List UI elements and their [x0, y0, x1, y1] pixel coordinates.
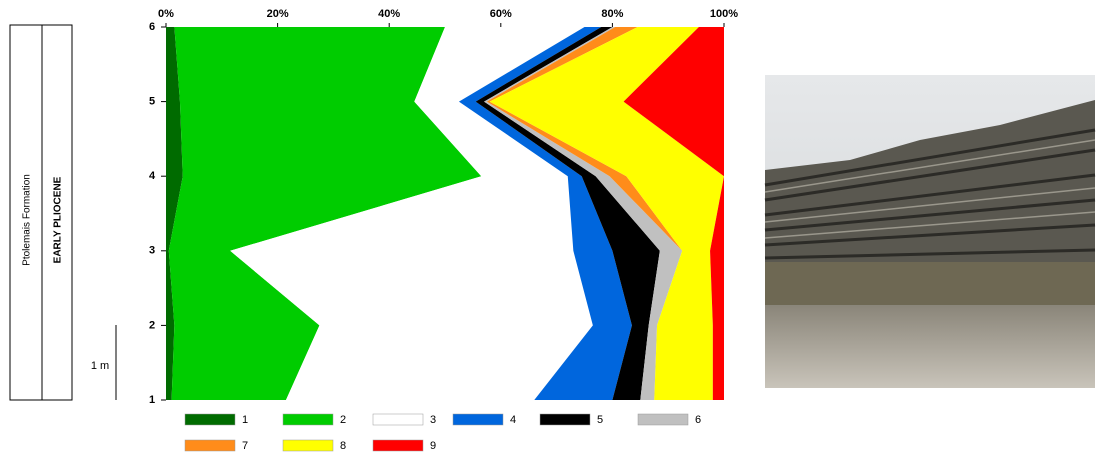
photo-strata — [765, 100, 1095, 300]
photo-lower-bed — [765, 262, 1095, 307]
legend-label: 6 — [695, 414, 701, 426]
x-tick-label: 60% — [490, 8, 512, 20]
chart: 0% 20% 40% 60% 80% 100% 1 2 3 4 5 6 1 2 3 4 5 6 7 8 9 — [149, 8, 738, 452]
area — [623, 27, 724, 400]
area — [166, 27, 183, 400]
legend-swatch — [372, 413, 424, 426]
legend-swatch — [539, 413, 591, 426]
legend-swatch — [452, 413, 504, 426]
legend-swatch — [184, 413, 236, 426]
epoch-box — [41, 24, 73, 401]
area — [475, 27, 660, 400]
legend-swatch — [372, 439, 424, 452]
x-tick-label: 80% — [601, 8, 623, 20]
area — [489, 27, 724, 400]
legend-label: 3 — [430, 414, 436, 426]
x-tick-label: 20% — [267, 8, 289, 20]
scale-label: 1 m — [91, 360, 109, 372]
legend-swatch — [184, 439, 236, 452]
legend-swatch — [282, 439, 334, 452]
legend-label: 8 — [340, 440, 346, 452]
x-tick-label: 0% — [158, 8, 174, 20]
area — [230, 27, 593, 400]
area — [168, 27, 482, 400]
y-tick-label: 1 — [149, 394, 155, 406]
x-tick-label: 100% — [710, 8, 738, 20]
legend-label: 5 — [597, 414, 603, 426]
photo-ground — [765, 305, 1095, 388]
legend-label: 9 — [430, 440, 436, 452]
legend-swatch — [282, 413, 334, 426]
strat-column: Ptolemais Formation EARLY PLIOCENE 1 m — [9, 24, 117, 401]
x-tick-label: 40% — [378, 8, 400, 20]
y-tick-label: 5 — [149, 96, 155, 108]
legend-label: 2 — [340, 414, 346, 426]
formation-label: Ptolemais Formation — [22, 174, 33, 266]
legend-swatch — [637, 413, 689, 426]
y-tick-label: 6 — [149, 21, 155, 33]
photo-light-layers — [764, 139, 1096, 239]
epoch-label: EARLY PLIOCENE — [53, 176, 64, 263]
area — [484, 27, 683, 400]
photo-layers — [764, 128, 1096, 260]
y-tick-label: 3 — [149, 245, 155, 257]
y-tick-label: 4 — [149, 170, 156, 182]
legend-label: 7 — [242, 440, 248, 452]
legend-label: 1 — [242, 414, 248, 426]
outcrop-photo — [764, 75, 1096, 388]
y-tick-label: 2 — [149, 319, 155, 331]
legend-label: 4 — [510, 414, 516, 426]
